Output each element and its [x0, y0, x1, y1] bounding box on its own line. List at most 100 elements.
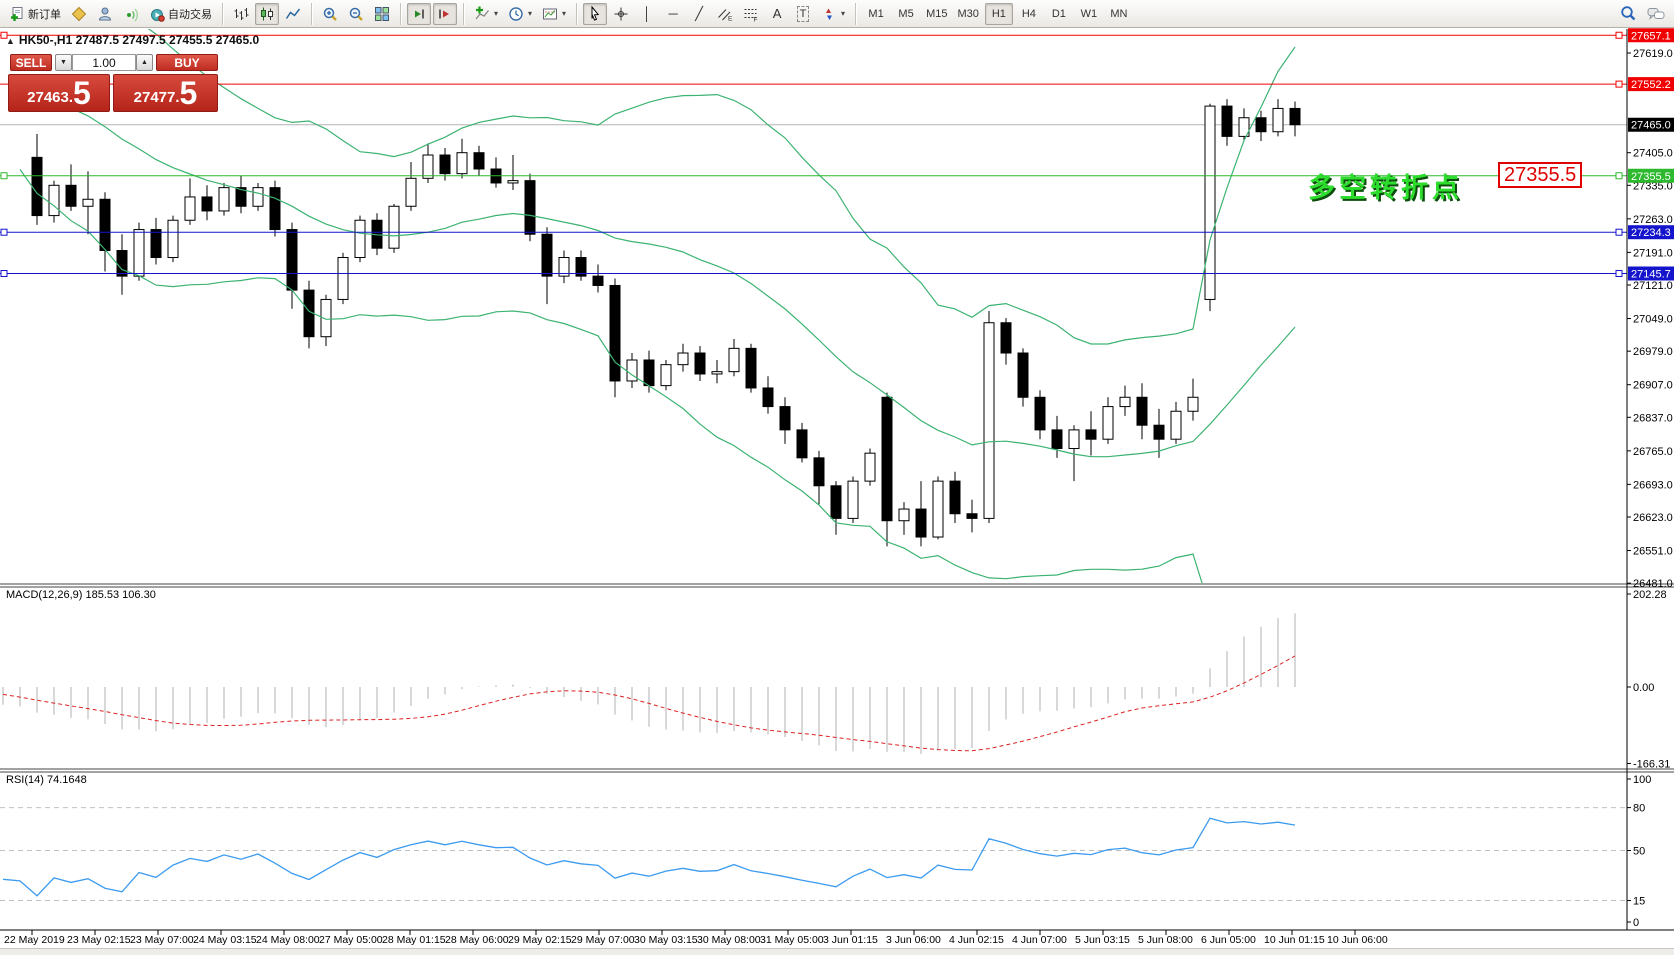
line-handle[interactable] — [1615, 31, 1623, 39]
candle-body — [541, 233, 553, 277]
candle-body — [65, 184, 77, 207]
candle-body — [915, 508, 927, 538]
candle-body — [643, 359, 655, 387]
candle-body — [592, 275, 604, 286]
trendline-tool-button[interactable]: ╱ — [687, 3, 711, 25]
label-tool-button[interactable]: T — [791, 3, 815, 25]
line-handle[interactable] — [0, 269, 8, 277]
new-order-button[interactable]: 新订单 — [5, 3, 65, 25]
time-axis-label: 30 May 08:00 — [697, 934, 761, 946]
crosshair-tool-button[interactable] — [609, 3, 633, 25]
dropdown-caret-icon[interactable]: ▾ — [528, 9, 533, 18]
tile-windows-button[interactable] — [370, 3, 394, 25]
time-axis-label: 4 Jun 07:00 — [1012, 934, 1067, 946]
chart-template-icon — [543, 8, 558, 19]
indicators-button[interactable]: ▾ — [470, 3, 502, 25]
line-handle[interactable] — [1615, 269, 1623, 277]
zoom-out-button[interactable] — [344, 3, 368, 25]
dropdown-caret-icon[interactable]: ▾ — [494, 9, 499, 18]
chat-icon — [1647, 7, 1665, 20]
rsi-name: RSI(14) — [6, 774, 44, 786]
signals-button[interactable] — [119, 3, 143, 25]
time-axis[interactable]: 22 May 2019 23 May 02:15 23 May 07:00 24 Ma… — [4, 930, 1388, 946]
label-tool-icon: T — [796, 5, 810, 22]
chart-shift-button[interactable] — [433, 2, 457, 25]
candle-body — [830, 485, 842, 519]
templates-button[interactable]: ▾ — [538, 3, 570, 25]
dropdown-caret-icon[interactable]: ▾ — [562, 9, 567, 18]
price-tag-label: 27355.5 — [1631, 171, 1671, 183]
price-axis-tick-label: 27049.0 — [1633, 314, 1673, 326]
toolbar-separator — [463, 2, 464, 25]
candle-body — [1119, 396, 1131, 408]
candle-body — [1170, 410, 1182, 440]
autotrading-button[interactable]: 自动交易 — [145, 3, 216, 25]
lot-size-input[interactable] — [72, 54, 136, 71]
channel-tool-button[interactable]: E — [713, 3, 737, 25]
line-handle[interactable] — [0, 172, 8, 180]
timeframe-button-W1[interactable]: W1 — [1080, 7, 1098, 20]
cursor-tool-button[interactable] — [583, 2, 608, 25]
dropdown-caret-icon[interactable]: ▾ — [841, 9, 846, 18]
price-axis-tick-label: 26693.0 — [1633, 479, 1673, 491]
search-button[interactable] — [1616, 3, 1641, 25]
price-tag-27465.0 — [1628, 117, 1674, 132]
market-watch-button[interactable] — [67, 3, 91, 25]
timeframe-toolbar: M1 M5 M15 M30 H1 H4 D1 W1 MN — [862, 2, 1133, 25]
buy-button[interactable]: BUY — [156, 54, 218, 71]
price-axis-tick-label: 26765.0 — [1633, 446, 1673, 458]
line-handle[interactable] — [1615, 80, 1623, 88]
profiles-icon — [98, 7, 112, 20]
candle-body — [201, 196, 213, 212]
candle-body — [116, 250, 128, 277]
candle-body — [252, 187, 264, 207]
periods-button[interactable]: ▾ — [504, 3, 536, 25]
candle-body — [949, 480, 961, 515]
zoom-in-button[interactable] — [318, 3, 342, 25]
candle-body — [796, 429, 808, 459]
line-handle[interactable] — [0, 228, 8, 236]
buy-price-display[interactable]: 27477. 5 — [113, 74, 218, 112]
lot-decrease-button[interactable]: ▼ — [55, 54, 72, 71]
line-handle[interactable] — [1615, 228, 1623, 236]
timeframe-button-M30[interactable]: M30 — [957, 7, 979, 20]
price-axis[interactable]: 27619.0 27405.0 27335.0 27263.0 27191.0 27121… — [1627, 28, 1674, 929]
timeframe-button-H1[interactable]: H1 — [984, 2, 1013, 25]
line-handle[interactable] — [1615, 172, 1623, 180]
auto-scroll-button[interactable] — [407, 2, 431, 25]
macd-name: MACD(12,26,9) — [6, 589, 83, 601]
rsi-axis-label: 0 — [1633, 917, 1639, 929]
line-handle[interactable] — [0, 31, 8, 39]
timeframe-button-M15[interactable]: M15 — [926, 7, 948, 20]
timeframe-button-H4[interactable]: H4 — [1021, 7, 1036, 20]
sell-price-display[interactable]: 27463. 5 — [8, 74, 110, 112]
line-chart-mode-button[interactable] — [281, 3, 305, 25]
spin-down-icon: ▼ — [60, 59, 67, 66]
chat-button[interactable] — [1643, 3, 1669, 25]
candlestick-icon — [261, 7, 273, 20]
timeframe-button-MN[interactable]: MN — [1110, 7, 1128, 20]
trade-panel-toggle-icon[interactable]: ▲ — [6, 36, 15, 46]
bar-chart-mode-button[interactable] — [229, 3, 253, 25]
vertical-line-tool-button[interactable]: │ — [635, 3, 659, 25]
candle-body — [286, 229, 298, 291]
price-box-annotation[interactable]: 27355.5 — [1498, 162, 1583, 188]
cursor-icon — [591, 5, 600, 21]
rsi-axis-label: 100 — [1633, 774, 1651, 786]
price-axis-tick-label: 26837.0 — [1633, 412, 1673, 424]
fibonacci-tool-button[interactable]: F — [739, 3, 763, 25]
time-axis-label: 6 Jun 05:00 — [1201, 934, 1256, 946]
candlestick-mode-button[interactable] — [255, 2, 279, 25]
turning-point-annotation[interactable]: 多空转折点 — [1308, 173, 1463, 203]
horizontal-line-tool-button[interactable]: ─ — [661, 3, 685, 25]
arrows-tool-button[interactable]: ▾ — [817, 3, 849, 25]
price-axis-tick-label: 27335.0 — [1633, 180, 1673, 192]
timeframe-button-M1[interactable]: M1 — [868, 7, 884, 20]
timeframe-button-D1[interactable]: D1 — [1051, 7, 1066, 20]
text-tool-button[interactable]: A — [765, 3, 789, 25]
timeframe-button-M5[interactable]: M5 — [898, 7, 914, 20]
profiles-button[interactable] — [93, 3, 117, 25]
sell-button[interactable]: SELL — [10, 54, 52, 71]
lot-increase-button[interactable]: ▲ — [136, 54, 153, 71]
